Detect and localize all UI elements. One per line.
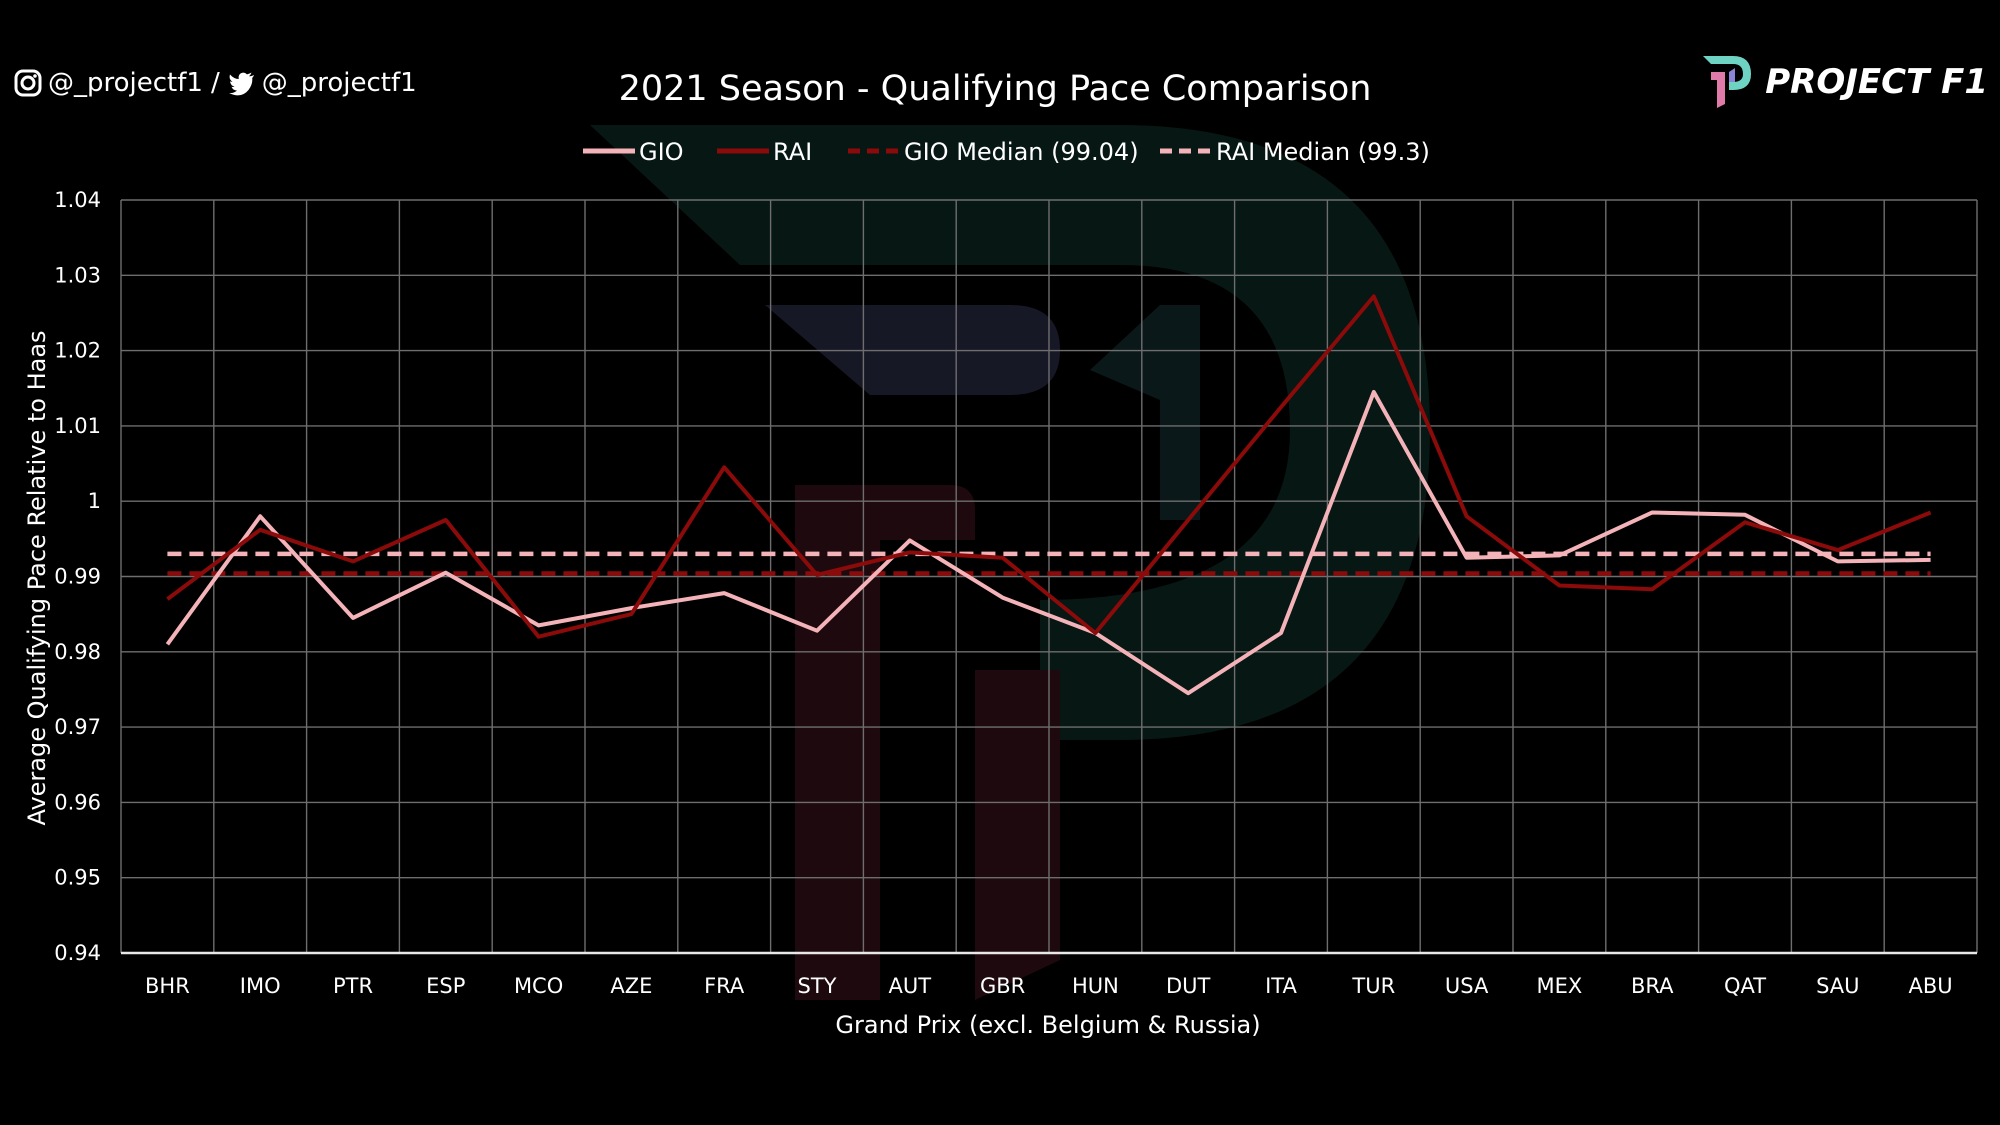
x-tick-label: DUT [1166, 974, 1211, 998]
y-axis-label: Average Qualifying Pace Relative to Haas [23, 330, 51, 825]
legend: GIO RAI GIO Median (99.04) RAI Median (99.3… [583, 138, 1430, 166]
twitter-bird-icon [228, 69, 256, 97]
social-handles: @_projectf1 / @_projectf1 [14, 68, 417, 98]
y-tick-label: 0.95 [54, 866, 101, 890]
handle-separator: / [210, 68, 220, 98]
x-axis-label: Grand Prix (excl. Belgium & Russia) [835, 1011, 1260, 1039]
x-tick-label: BRA [1631, 974, 1674, 998]
x-tick-label: QAT [1724, 974, 1766, 998]
x-tick-label: BHR [145, 974, 190, 998]
x-tick-label: MCO [514, 974, 563, 998]
x-tick-label: GBR [980, 974, 1025, 998]
y-tick-label: 0.98 [54, 640, 101, 664]
x-tick-label: USA [1445, 974, 1489, 998]
x-tick-label: ESP [426, 974, 465, 998]
y-tick-label: 1.03 [54, 263, 101, 287]
y-tick-label: 1 [88, 489, 101, 513]
watermark-logo [590, 125, 1430, 1000]
brand: PROJECT F1 [1699, 52, 1988, 112]
y-tick-label: 0.96 [54, 790, 101, 814]
x-tick-label: FRA [704, 974, 745, 998]
project-f1-logo-icon [1699, 52, 1755, 112]
y-tick-label: 0.99 [54, 565, 101, 589]
legend-label: GIO Median (99.04) [904, 138, 1139, 166]
series-line-gio [165, 390, 1931, 696]
x-axis-ticks: BHR IMO PTR ESP MCO AZE FRA STY AUT GBR HUN DUT ITA T… [145, 974, 1953, 998]
x-tick-label: ITA [1265, 974, 1297, 998]
y-tick-label: 1.04 [54, 188, 101, 212]
legend-label: RAI [773, 138, 812, 166]
y-tick-label: 0.97 [54, 715, 101, 739]
legend-label: RAI Median (99.3) [1216, 138, 1430, 166]
chart-title: 2021 Season - Qualifying Pace Comparison [619, 69, 1372, 109]
grid [120, 199, 1978, 955]
brand-name: PROJECT F1 [1765, 62, 1988, 102]
x-tick-label: ABU [1909, 974, 1953, 998]
instagram-handle[interactable]: @_projectf1 [48, 68, 203, 98]
twitter-handle[interactable]: @_projectf1 [261, 68, 417, 98]
x-tick-label: STY [798, 974, 837, 998]
x-tick-label: MEX [1537, 974, 1583, 998]
series-line-rai [166, 294, 1932, 639]
legend-label: GIO [639, 138, 684, 166]
y-tick-label: 1.01 [54, 414, 101, 438]
x-tick-label: PTR [333, 974, 373, 998]
series-lines [165, 294, 1932, 696]
y-axis-ticks: 0.94 0.95 0.96 0.97 0.98 0.99 1 1.01 1.02 1.03 1.0… [54, 188, 101, 965]
x-tick-label: SAU [1816, 974, 1859, 998]
x-tick-label: HUN [1072, 974, 1119, 998]
y-tick-label: 0.94 [54, 941, 101, 965]
instagram-icon [14, 69, 42, 97]
x-tick-label: AZE [610, 974, 652, 998]
x-tick-label: AUT [889, 974, 932, 998]
x-tick-label: TUR [1351, 974, 1395, 998]
x-tick-label: IMO [240, 974, 281, 998]
y-tick-label: 1.02 [54, 339, 101, 363]
